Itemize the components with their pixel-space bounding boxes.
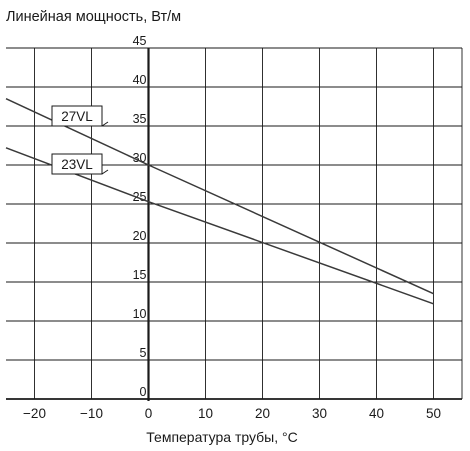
y-tick-label: 30: [133, 151, 147, 165]
series-label-leader: [101, 169, 109, 175]
chart-axes: [6, 48, 462, 401]
chart-grid: [6, 47, 463, 399]
y-tick-label: 25: [133, 190, 147, 204]
x-tick-label: −20: [23, 406, 46, 421]
x-tick-label: 30: [312, 406, 327, 421]
x-tick-label: 50: [426, 406, 441, 421]
y-tick-label: 45: [133, 34, 147, 48]
y-tick-label: 10: [133, 307, 147, 321]
x-tick-label: 40: [369, 406, 384, 421]
series-label-box: [51, 105, 103, 127]
y-tick-label: 20: [133, 229, 147, 243]
series-label-box: [51, 153, 103, 175]
x-axis-title: Температура трубы, °C: [146, 429, 297, 445]
data-series: 27VL 23VL: [5, 98, 434, 305]
x-tick-labels: −20 −10 0 10 20 30 40 50: [23, 406, 441, 421]
y-tick-label: 15: [133, 268, 147, 282]
series-line-27VL: [5, 98, 434, 295]
y-tick-label: 0: [140, 385, 147, 399]
x-tick-label: 0: [145, 406, 153, 421]
y-axis-title: Линейная мощность, Вт/м: [6, 9, 181, 25]
series-label: 23VL: [61, 157, 93, 172]
series-label: 27VL: [61, 109, 93, 124]
y-tick-label: 5: [140, 346, 147, 360]
y-tick-label: 35: [133, 112, 147, 126]
series-label-leader: [101, 121, 109, 127]
y-tick-label: 40: [133, 73, 147, 87]
x-tick-label: 20: [255, 406, 270, 421]
x-tick-label: −10: [80, 406, 103, 421]
y-tick-labels: 0 5 10 15 20 25 30 35 40 45: [133, 34, 147, 399]
x-tick-label: 10: [198, 406, 213, 421]
